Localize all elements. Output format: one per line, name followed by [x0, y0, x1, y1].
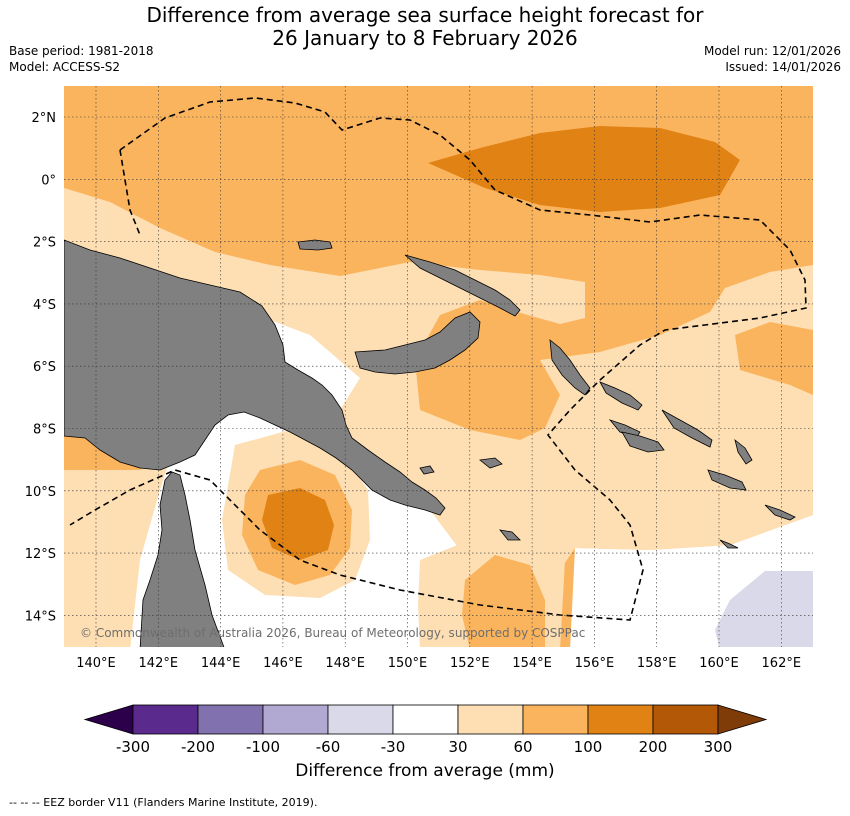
land-malaita — [734, 438, 753, 465]
issued-date: Issued: 14/01/2026 — [725, 60, 841, 74]
lon-label: 156°E — [575, 656, 615, 671]
eez-footnote: -- -- -- EEZ border V11 (Flanders Marine… — [9, 796, 318, 809]
land-new-britain — [354, 311, 481, 375]
anomaly-neg30-neg60-southeast — [715, 571, 813, 647]
lon-label: 150°E — [388, 656, 428, 671]
land-santa-isabel — [661, 409, 713, 448]
meta-right: Model run: 12/01/2026 Issued: 14/01/2026 — [704, 43, 841, 75]
lon-label: 148°E — [325, 656, 365, 671]
lat-label: 2°S — [33, 236, 56, 251]
colorbar-tick-label: -300 — [116, 738, 150, 756]
lat-label: 4°S — [33, 298, 56, 313]
colorbar-swatch — [457, 704, 524, 735]
anomaly-100-200-blob — [262, 488, 334, 560]
lon-label: 142°E — [139, 656, 179, 671]
lat-label: 2°N — [32, 111, 57, 126]
lon-label: 154°E — [512, 656, 552, 671]
lon-label: 146°E — [263, 656, 303, 671]
lat-label: 0° — [41, 173, 56, 188]
colorbar-tick-label: -30 — [381, 738, 406, 756]
lon-label: 152°E — [450, 656, 490, 671]
land-makira — [707, 469, 747, 491]
lon-label: 158°E — [637, 656, 677, 671]
colorbar-tick-label: 100 — [574, 738, 603, 756]
title-line-2: 26 January to 8 February 2026 — [272, 26, 578, 50]
colorbar: -300 -200 -100 -60 -30 30 60 100 200 300 — [83, 704, 768, 756]
colorbar-tick-label: 60 — [513, 738, 532, 756]
land-new-ireland — [404, 254, 521, 317]
lat-label: 12°S — [25, 547, 56, 562]
eez-border — [69, 97, 807, 621]
model-name: Model: ACCESS-S2 — [9, 60, 121, 74]
land-new-georgia — [608, 419, 641, 439]
colorbar-high-extend — [717, 704, 768, 735]
colorbar-low-extend — [83, 704, 134, 735]
land-choiseul — [599, 381, 643, 411]
land-australia — [139, 471, 225, 647]
base-period: Base period: 1981-2018 — [9, 44, 154, 58]
map-title: Difference from average sea surface heig… — [0, 4, 850, 50]
model-run: Model run: 12/01/2026 — [703, 44, 841, 58]
lon-label: 162°E — [762, 656, 802, 671]
colorbar-swatch — [392, 704, 459, 735]
colorbar-tick-label: -100 — [246, 738, 280, 756]
map-area — [64, 86, 813, 647]
colorbar-tick-label: 300 — [704, 738, 733, 756]
longitude-labels: 140°E 142°E 144°E 146°E 148°E 150°E 152°E 154°E… — [76, 656, 801, 671]
anomaly-100-200-north — [428, 126, 740, 212]
lon-label: 160°E — [699, 656, 739, 671]
title-line-1: Difference from average sea surface heig… — [146, 3, 704, 27]
latitude-labels: 2°N 0° 2°S 4°S 6°S 8°S 10°S 12°S 14°S — [25, 111, 56, 624]
lon-label: 140°E — [76, 656, 116, 671]
colorbar-swatch — [132, 704, 199, 735]
land-rennell — [764, 504, 796, 521]
colorbar-swatch — [652, 704, 719, 735]
colorbar-swatch — [522, 704, 589, 735]
copyright-notice: © Commonwealth of Australia 2026, Bureau… — [80, 626, 585, 640]
colorbar-label: Difference from average (mm) — [295, 761, 555, 781]
colorbar-tick-label: 30 — [448, 738, 467, 756]
colorbar-tick-label: -200 — [181, 738, 215, 756]
colorbar-tick-label: 200 — [639, 738, 668, 756]
land-manus — [297, 239, 333, 251]
colorbar-tick-label: -60 — [316, 738, 341, 756]
eez-border-west — [119, 149, 141, 236]
anomaly-60-100-south — [462, 555, 545, 647]
lon-label: 144°E — [201, 656, 241, 671]
colorbar-swatch — [327, 704, 394, 735]
lat-label: 8°S — [33, 423, 56, 438]
lat-label: 6°S — [33, 360, 56, 375]
land-islands-southeast — [419, 457, 739, 549]
colorbar-swatch — [197, 704, 264, 735]
colorbar-swatch — [262, 704, 329, 735]
graticule — [64, 86, 813, 647]
land-guadalcanal — [621, 431, 665, 453]
land-new-guinea — [64, 239, 446, 516]
lat-label: 10°S — [25, 485, 56, 500]
colorbar-swatch — [587, 704, 654, 735]
lat-label: 14°S — [25, 609, 56, 624]
meta-left: Base period: 1981-2018 Model: ACCESS-S2 — [9, 43, 154, 75]
